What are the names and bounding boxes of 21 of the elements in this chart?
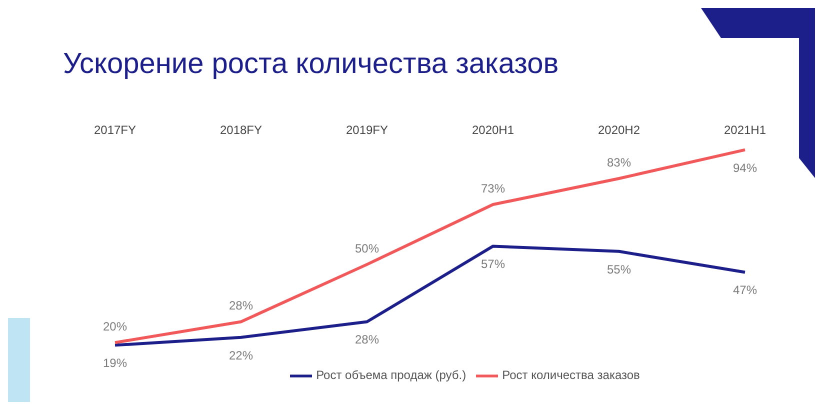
- data-label: 20%: [102, 320, 128, 334]
- x-tick-label: 2018FY: [220, 123, 262, 137]
- data-label: 28%: [354, 332, 380, 347]
- data-label: 55%: [606, 262, 632, 276]
- data-label: 50%: [354, 241, 380, 256]
- data-label: 83%: [606, 155, 632, 170]
- data-label: 94%: [732, 160, 758, 175]
- legend-label: Рост объема продаж (руб.): [316, 368, 466, 382]
- data-label: 22%: [228, 348, 254, 362]
- data-label: 28%: [228, 298, 254, 313]
- data-label: 47%: [732, 283, 758, 298]
- x-tick-label: 2019FY: [346, 123, 388, 137]
- x-tick-label: 2021H1: [724, 123, 766, 137]
- x-tick-label: 2020H2: [598, 123, 640, 137]
- data-label: 57%: [480, 257, 506, 272]
- chart-title: Ускорение роста количества заказов: [63, 48, 559, 81]
- legend-label: Рост количества заказов: [502, 368, 640, 382]
- data-label: 19%: [102, 356, 128, 370]
- x-tick-label: 2020H1: [472, 123, 514, 137]
- data-label: 73%: [480, 182, 506, 196]
- x-tick-label: 2017FY: [94, 123, 136, 137]
